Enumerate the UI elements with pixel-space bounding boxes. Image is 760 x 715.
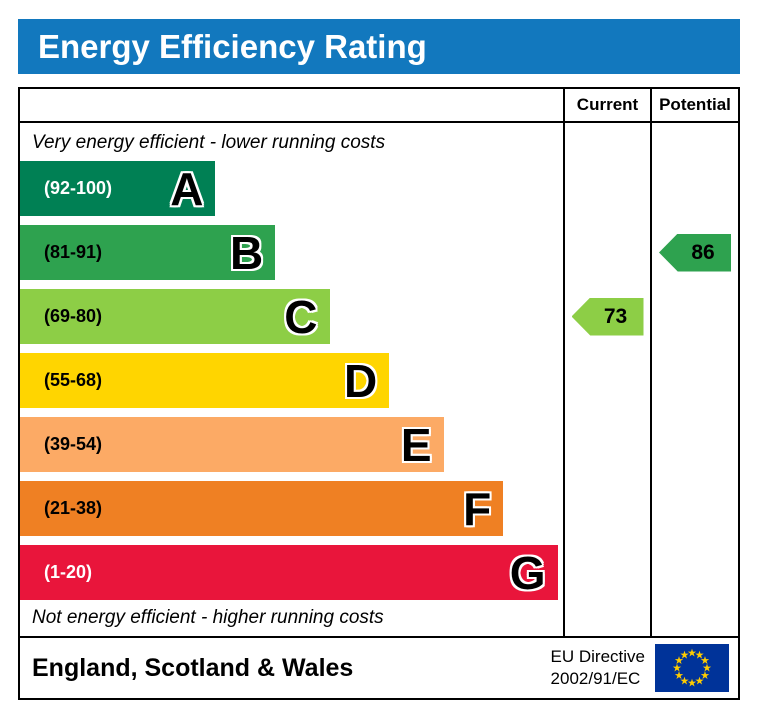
band-range-label: (1-20) [44, 562, 93, 582]
band-row-f: (21-38) F [20, 481, 563, 536]
potential-column-header: Potential [650, 89, 738, 123]
band-list: (92-100) A (81-91) B (69-80) C (55-68) D (39-54)… [20, 161, 563, 600]
band-row-g: (1-20) G [20, 545, 563, 600]
current-column-header: Current [563, 89, 650, 123]
rating-table: Current Potential Very energy efficient … [18, 87, 740, 700]
bands-cell: Very energy efficient - lower running co… [20, 123, 563, 636]
top-note: Very energy efficient - lower running co… [32, 132, 386, 153]
current-rating-arrow: 73 [571, 297, 644, 336]
potential-value-cell: 86 [650, 123, 738, 636]
title-spacer [18, 74, 740, 87]
rating-grid: Current Potential Very energy efficient … [20, 89, 738, 636]
eu-directive-label: EU Directive 2002/91/EC [551, 646, 645, 690]
current-value-cell: 73 [563, 123, 650, 636]
band-bar-d: (55-68) D [20, 353, 390, 408]
band-range-label: (21-38) [44, 498, 103, 518]
band-bar-g: (1-20) G [20, 545, 558, 600]
band-range-label: (92-100) [44, 178, 113, 198]
header-blank-cell [20, 89, 563, 123]
band-bar-c: (69-80) C [20, 289, 330, 344]
band-row-b: (81-91) B [20, 225, 563, 280]
bottom-note: Not energy efficient - higher running co… [32, 607, 384, 628]
footer: England, Scotland & Wales EU Directive 2… [20, 636, 738, 698]
band-letter: E [400, 418, 432, 471]
footer-region-label: England, Scotland & Wales [32, 653, 354, 682]
band-letter: A [170, 162, 204, 215]
band-letter: C [284, 290, 318, 343]
band-bar-e: (39-54) E [20, 417, 444, 472]
eu-flag-icon [655, 644, 729, 692]
band-range-label: (81-91) [44, 242, 103, 262]
band-letter: D [344, 354, 378, 407]
band-bar-a: (92-100) A [20, 161, 216, 216]
band-bar-b: (81-91) B [20, 225, 276, 280]
page-title: Energy Efficiency Rating [18, 19, 740, 74]
band-row-a: (92-100) A [20, 161, 563, 216]
band-row-c: (69-80) C [20, 289, 563, 344]
band-bar-f: (21-38) F [20, 481, 504, 536]
band-letter: G [509, 546, 546, 599]
band-range-label: (39-54) [44, 434, 103, 454]
band-range-label: (55-68) [44, 370, 103, 390]
band-range-label: (69-80) [44, 306, 103, 326]
potential-rating-arrow: 86 [659, 233, 731, 272]
band-row-d: (55-68) D [20, 353, 563, 408]
band-letter: B [229, 226, 264, 279]
band-row-e: (39-54) E [20, 417, 563, 472]
eu-directive-line2: 2002/91/EC [550, 669, 641, 688]
band-letter: F [463, 482, 492, 535]
eu-directive-line1: EU Directive [550, 647, 645, 666]
